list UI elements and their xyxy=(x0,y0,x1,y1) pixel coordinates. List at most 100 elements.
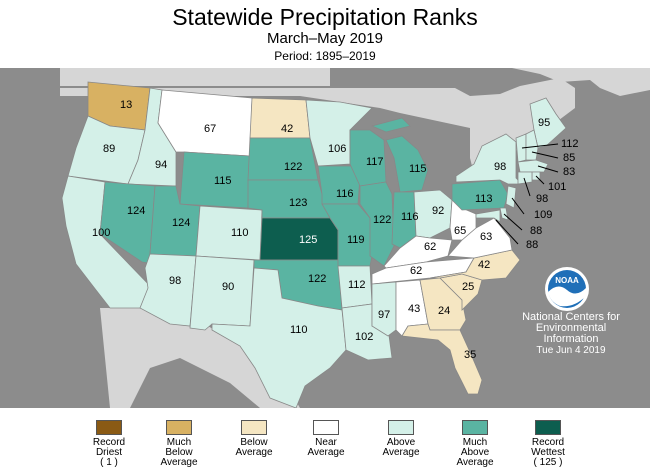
rank-label-ky: 62 xyxy=(424,241,436,253)
rank-label-nv: 124 xyxy=(127,205,145,217)
legend-item-record-wettest: Record Wettest ( 125 ) xyxy=(513,420,583,468)
rank-label-ia: 116 xyxy=(336,188,354,200)
credit-line-2: Environmental xyxy=(535,322,607,334)
rank-label-vt: 112 xyxy=(561,138,579,150)
state-ny xyxy=(455,133,523,185)
legend-label: Above xyxy=(386,437,416,448)
rank-label-ks: 125 xyxy=(299,234,317,246)
legend-label: Much xyxy=(166,437,192,448)
state-nc xyxy=(429,249,521,281)
rank-label-wy: 115 xyxy=(214,175,232,187)
rank-label-va: 63 xyxy=(480,231,492,243)
noaa-logo-text: NOAA xyxy=(555,276,579,285)
legend-label: Average xyxy=(382,447,420,458)
legend-label: Below xyxy=(240,437,268,448)
rank-label-ms: 97 xyxy=(378,309,390,321)
legend-label: Driest xyxy=(95,447,123,458)
rank-label-me: 95 xyxy=(538,117,550,129)
legend-item-below: Below Average xyxy=(219,420,289,458)
state-nm xyxy=(189,255,255,331)
state-sd xyxy=(247,137,319,181)
canada-land xyxy=(0,68,650,96)
state-nj xyxy=(505,185,517,209)
legend-swatch xyxy=(313,420,339,435)
legend-item-record-driest: Record Driest ( 1 ) xyxy=(74,420,144,468)
legend-label: Record xyxy=(531,437,565,448)
period-label: Period: 1895–2019 xyxy=(274,49,376,63)
rank-label-nj: 109 xyxy=(534,209,552,221)
legend-label: ( 125 ) xyxy=(533,457,563,468)
legend-label: ( 1 ) xyxy=(100,457,118,468)
legend-swatch xyxy=(166,420,192,435)
credit-line-3: Information xyxy=(543,333,599,345)
legend-item-much-below: Much Below Average xyxy=(144,420,214,468)
state-fl xyxy=(401,323,483,395)
rank-label-az: 98 xyxy=(169,275,181,287)
legend-swatch xyxy=(388,420,414,435)
rank-label-md: 88 xyxy=(526,239,538,251)
callout-lines xyxy=(495,143,559,245)
rank-label-sc: 25 xyxy=(462,281,474,293)
rank-label-ma: 83 xyxy=(563,166,575,178)
legend-label: Average xyxy=(307,447,345,458)
rank-label-la: 102 xyxy=(355,331,373,343)
credit-block: National Centers for Environmental Infor… xyxy=(512,311,630,357)
northern-land xyxy=(60,78,575,178)
rank-label-tx: 110 xyxy=(290,324,308,336)
legend-label: Much xyxy=(462,437,488,448)
rank-label-ca: 100 xyxy=(92,227,110,239)
map-title: Statewide Precipitation Ranks xyxy=(172,4,478,30)
rank-label-fl: 35 xyxy=(464,349,476,361)
rank-label-nd: 42 xyxy=(281,123,293,135)
state-ct xyxy=(517,171,533,185)
state-md xyxy=(475,209,501,223)
rank-label-id: 94 xyxy=(155,159,167,171)
rank-label-wa: 13 xyxy=(120,99,132,111)
rank-label-ct: 98 xyxy=(536,193,548,205)
us-precipitation-map: 13 89 100 94 124 67 115 124 98 110 90 42… xyxy=(0,68,650,408)
rank-label-sd: 122 xyxy=(284,161,302,173)
rank-label-or: 89 xyxy=(103,143,115,155)
rank-label-tn: 62 xyxy=(410,265,422,277)
rank-label-ar: 112 xyxy=(348,279,366,291)
legend-label: Wettest xyxy=(531,447,565,458)
rank-label-nh: 85 xyxy=(563,152,575,164)
rank-label-ny: 98 xyxy=(494,161,506,173)
rank-label-mt: 67 xyxy=(204,123,216,135)
rank-label-wv: 65 xyxy=(454,225,466,237)
legend: Record Driest ( 1 ) Much Below Average B… xyxy=(0,420,650,475)
rank-labels: 13 89 100 94 124 67 115 124 98 110 90 42… xyxy=(92,99,579,361)
state-tx xyxy=(211,267,347,408)
rank-label-ga: 24 xyxy=(438,305,450,317)
legend-label: Record xyxy=(92,437,126,448)
legend-label: Average xyxy=(235,447,273,458)
noaa-logo: NOAA xyxy=(545,267,589,311)
rank-label-wi: 117 xyxy=(366,156,384,168)
rank-label-de: 88 xyxy=(530,225,542,237)
legend-item-near: Near Average xyxy=(291,420,361,458)
legend-label: Below xyxy=(165,447,193,458)
state-mi xyxy=(370,117,429,193)
legend-label: Above xyxy=(460,447,490,458)
legend-label: Near xyxy=(315,437,337,448)
credit-line-1: National Centers for xyxy=(522,311,620,323)
rank-label-pa: 113 xyxy=(475,193,493,205)
legend-item-much-above: Much Above Average xyxy=(440,420,510,468)
rank-label-in: 116 xyxy=(401,211,419,223)
legend-label: Average xyxy=(160,457,198,468)
rank-label-ok: 122 xyxy=(308,273,326,285)
rank-label-mn: 106 xyxy=(328,143,346,155)
rank-label-co: 110 xyxy=(231,227,249,239)
rank-label-mo: 119 xyxy=(347,234,365,246)
state-nd xyxy=(249,97,311,139)
rank-label-ne: 123 xyxy=(289,197,307,209)
rank-label-nc: 42 xyxy=(478,259,490,271)
rank-label-mi: 115 xyxy=(409,163,427,175)
legend-label: Average xyxy=(456,457,494,468)
rank-label-al: 43 xyxy=(408,303,420,315)
legend-swatch xyxy=(535,420,561,435)
credit-date: Tue Jun 4 2019 xyxy=(536,345,606,356)
legend-item-above: Above Average xyxy=(366,420,436,458)
rank-label-il: 122 xyxy=(373,214,391,226)
legend-swatch xyxy=(96,420,122,435)
